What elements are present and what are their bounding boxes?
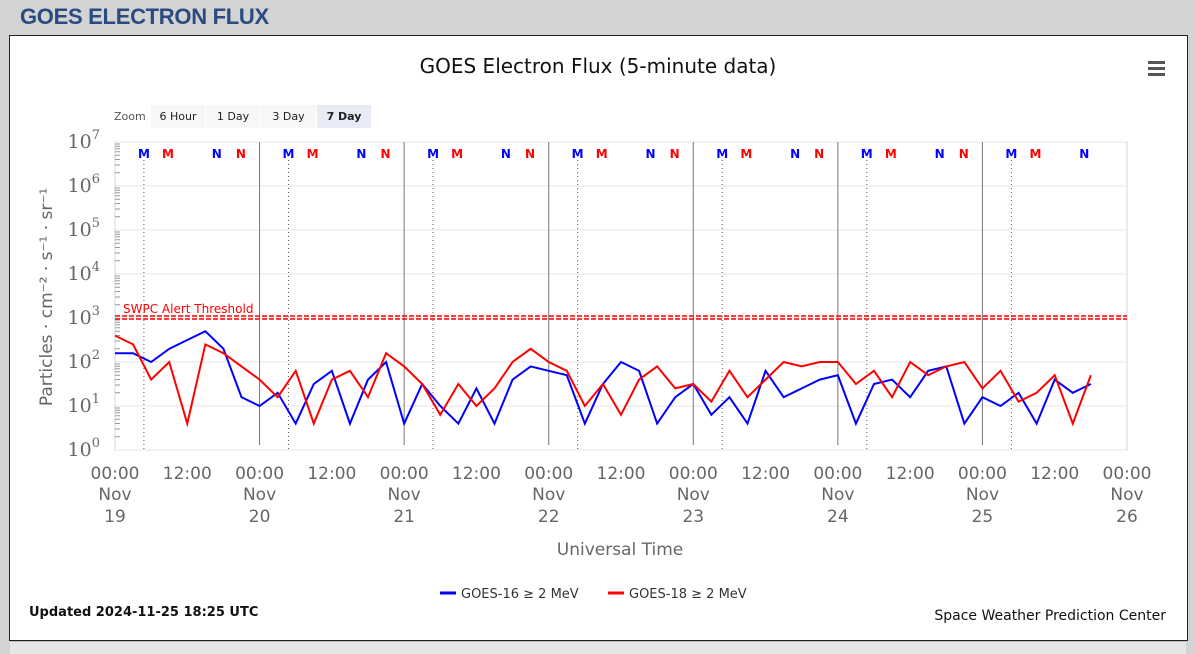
- legend-item[interactable]: GOES-16 ≥ 2 MeV: [461, 587, 579, 602]
- legend-item[interactable]: GOES-18 ≥ 2 MeV: [629, 587, 747, 602]
- marker-m: M: [716, 147, 728, 161]
- zoom-button-label[interactable]: 1 Day: [217, 110, 250, 123]
- page-title: GOES ELECTRON FLUX: [20, 4, 269, 30]
- marker-m: M: [740, 147, 752, 161]
- x-tick-month: Nov: [388, 485, 421, 505]
- series-line-goes-18: [115, 336, 1091, 424]
- x-tick-time: 00:00: [91, 464, 140, 484]
- x-tick-day: 19: [104, 507, 126, 527]
- series-line-goes-16: [115, 331, 1091, 423]
- hamburger-icon[interactable]: [1148, 61, 1165, 64]
- x-tick-time: 12:00: [886, 464, 935, 484]
- y-tick-label: 105: [68, 216, 100, 241]
- credit-text: Space Weather Prediction Center: [934, 608, 1166, 624]
- marker-n: N: [645, 147, 655, 161]
- x-tick-month: Nov: [966, 485, 999, 505]
- y-tick-label: 104: [68, 260, 100, 285]
- x-tick-month: Nov: [532, 485, 565, 505]
- x-tick-time: 12:00: [163, 464, 212, 484]
- marker-m: M: [1029, 147, 1041, 161]
- x-tick-time: 12:00: [741, 464, 790, 484]
- x-tick-day: 23: [682, 507, 704, 527]
- marker-n: N: [525, 147, 535, 161]
- marker-n: N: [356, 147, 366, 161]
- x-tick-time: 12:00: [452, 464, 501, 484]
- x-tick-time: 00:00: [958, 464, 1007, 484]
- x-tick-time: 00:00: [380, 464, 429, 484]
- y-tick-label: 107: [68, 128, 100, 153]
- x-tick-month: Nov: [243, 485, 276, 505]
- marker-m: M: [427, 147, 439, 161]
- zoom-button-label[interactable]: 3 Day: [272, 110, 305, 123]
- threshold-label: SWPC Alert Threshold: [123, 302, 253, 316]
- marker-n: N: [935, 147, 945, 161]
- marker-n: N: [959, 147, 969, 161]
- marker-m: M: [162, 147, 174, 161]
- marker-m: M: [596, 147, 608, 161]
- marker-m: M: [1005, 147, 1017, 161]
- y-tick-label: 103: [68, 304, 100, 329]
- marker-m: M: [451, 147, 463, 161]
- x-tick-time: 12:00: [597, 464, 646, 484]
- x-tick-day: 25: [972, 507, 994, 527]
- marker-n: N: [670, 147, 680, 161]
- hamburger-icon[interactable]: [1148, 67, 1165, 70]
- x-tick-time: 00:00: [669, 464, 718, 484]
- x-tick-month: Nov: [677, 485, 710, 505]
- x-tick-day: 20: [249, 507, 271, 527]
- marker-n: N: [814, 147, 824, 161]
- x-tick-day: 24: [827, 507, 849, 527]
- zoom-button-label[interactable]: 6 Hour: [160, 110, 197, 123]
- chart-svg: GOES Electron Flux (5-minute data) Zoom 6 …: [10, 36, 1187, 640]
- y-tick-label: 102: [68, 348, 100, 373]
- x-tick-day: 21: [393, 507, 415, 527]
- x-tick-time: 00:00: [524, 464, 573, 484]
- marker-m: M: [861, 147, 873, 161]
- x-tick-time: 12:00: [307, 464, 356, 484]
- x-tick-time: 00:00: [235, 464, 284, 484]
- zoom-label: Zoom: [114, 110, 146, 123]
- tab-strip[interactable]: [10, 641, 1186, 654]
- x-tick-time: 12:00: [1030, 464, 1079, 484]
- y-tick-label: 100: [68, 436, 100, 461]
- marker-n: N: [380, 147, 390, 161]
- marker-m: M: [885, 147, 897, 161]
- marker-n: N: [790, 147, 800, 161]
- updated-timestamp: Updated 2024-11-25 18:25 UTC: [29, 605, 258, 620]
- marker-m: M: [283, 147, 295, 161]
- x-tick-month: Nov: [1110, 485, 1143, 505]
- x-tick-month: Nov: [821, 485, 854, 505]
- x-tick-month: Nov: [98, 485, 131, 505]
- x-tick-time: 00:00: [1103, 464, 1152, 484]
- hamburger-icon[interactable]: [1148, 73, 1165, 76]
- y-tick-label: 101: [68, 392, 100, 417]
- chart-container: GOES Electron Flux (5-minute data) Zoom 6 …: [9, 35, 1188, 641]
- y-axis-label: Particles · cm⁻² · s⁻¹ · sr⁻¹: [37, 188, 57, 406]
- x-tick-day: 26: [1116, 507, 1138, 527]
- marker-n: N: [236, 147, 246, 161]
- y-tick-label: 106: [68, 172, 100, 197]
- marker-m: M: [138, 147, 150, 161]
- x-tick-time: 00:00: [813, 464, 862, 484]
- plot-area: [115, 142, 1127, 450]
- x-tick-day: 22: [538, 507, 560, 527]
- marker-n: N: [1079, 147, 1089, 161]
- marker-m: M: [307, 147, 319, 161]
- marker-n: N: [501, 147, 511, 161]
- marker-m: M: [572, 147, 584, 161]
- zoom-button-label[interactable]: 7 Day: [327, 110, 362, 123]
- chart-title: GOES Electron Flux (5-minute data): [420, 54, 777, 78]
- marker-n: N: [212, 147, 222, 161]
- x-axis-label: Universal Time: [557, 540, 683, 560]
